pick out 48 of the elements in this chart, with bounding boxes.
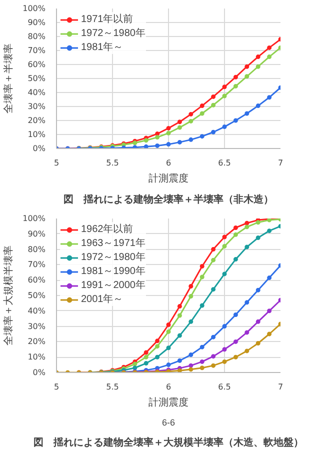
legend-label: 1981～1990年 [81,265,146,278]
y-tick-label: 50% [28,291,46,300]
legend-label: 1962年以前 [81,222,134,236]
x-tick-label: 5 [54,158,60,168]
y-tick-label: 20% [28,116,46,125]
y-tick-label: 60% [28,276,46,285]
y-axis-title: 全壊率＋大規模半壊率 [2,246,15,346]
y-tick-label: 80% [28,244,46,254]
y-tick-label: 90% [28,229,46,238]
x-tick-label: 6.5 [218,158,231,168]
text: 6-6 [162,418,176,428]
y-tick-label: 0% [32,144,46,153]
y-tick-label: 30% [28,322,46,331]
text: 図 揺れによる建物全壊率＋半壊率（非木造） [64,194,274,206]
y-tick-label: 10% [28,130,46,139]
y-tick-label: 40% [28,306,46,316]
y-tick-label: 40% [28,88,46,97]
y-tick-label: 100% [22,4,46,13]
text: 図 揺れによる建物全壊率＋大規模半壊率（木造、軟地盤） [34,436,304,448]
legend-label: 1981年～ [81,41,124,54]
x-tick-label: 5 [54,382,60,392]
y-axis-title: 全壊率＋半壊率 [2,44,15,114]
y-tick-label: 100% [22,214,46,223]
legend-label: 2001年～ [81,293,124,306]
y-tick-label: 10% [28,352,46,362]
y-tick-label: 70% [28,46,46,55]
x-axis-title: 計測震度 [148,172,188,184]
x-tick-label: 7 [278,158,284,168]
legend-label: 1963～1971年 [81,237,146,250]
legend-label: 1972～1980年 [81,251,146,264]
x-tick-label: 6.5 [218,382,231,392]
legend-label: 1991～2000年 [81,279,146,292]
y-tick-label: 20% [28,337,46,346]
y-tick-label: 60% [28,60,46,69]
x-tick-label: 7 [278,382,284,392]
x-axis-title: 計測震度 [148,396,188,408]
x-tick-label: 5.5 [106,158,119,168]
y-tick-label: 30% [28,102,46,111]
x-tick-label: 6 [166,158,172,168]
y-tick-label: 80% [28,32,46,41]
legend-label: 1971年以前 [81,12,134,26]
y-tick-label: 90% [28,18,46,27]
x-tick-label: 6 [166,382,172,392]
y-tick-label: 70% [28,260,46,270]
y-tick-label: 50% [28,74,46,83]
legend-label: 1972～1980年 [81,27,146,40]
y-tick-label: 0% [32,368,46,377]
x-tick-label: 5.5 [106,382,119,392]
